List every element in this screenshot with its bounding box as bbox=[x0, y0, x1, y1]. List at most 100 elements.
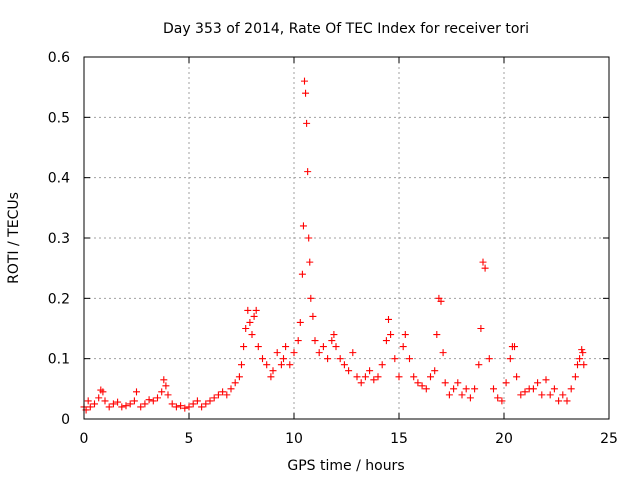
x-tick-label: 20 bbox=[495, 431, 513, 447]
data-point bbox=[450, 385, 458, 393]
x-tick-label: 25 bbox=[600, 431, 618, 447]
y-tick-label: 0.2 bbox=[48, 291, 70, 307]
data-point bbox=[328, 337, 336, 345]
data-point bbox=[296, 318, 304, 326]
data-point bbox=[479, 258, 487, 266]
x-tick-label: 5 bbox=[185, 431, 194, 447]
data-point bbox=[267, 373, 275, 381]
data-point bbox=[550, 385, 558, 393]
data-point bbox=[378, 361, 386, 369]
data-point bbox=[340, 361, 348, 369]
data-point bbox=[172, 403, 180, 411]
data-point bbox=[235, 373, 243, 381]
data-point bbox=[193, 397, 201, 405]
data-point bbox=[387, 331, 395, 339]
data-point bbox=[576, 355, 584, 363]
data-point bbox=[506, 355, 514, 363]
data-point bbox=[164, 391, 172, 399]
data-point bbox=[254, 343, 262, 351]
data-point bbox=[303, 119, 311, 127]
data-point bbox=[494, 394, 502, 402]
data-point bbox=[242, 325, 250, 332]
data-point bbox=[122, 402, 130, 410]
data-point bbox=[248, 331, 256, 339]
data-points bbox=[80, 77, 588, 414]
data-point bbox=[84, 397, 92, 405]
data-point bbox=[345, 367, 353, 375]
y-tick-label: 0.4 bbox=[48, 171, 70, 187]
data-point bbox=[580, 361, 588, 369]
data-point bbox=[427, 373, 434, 381]
data-point bbox=[273, 349, 281, 357]
data-point bbox=[259, 355, 266, 363]
data-point bbox=[513, 373, 521, 381]
data-point bbox=[307, 294, 315, 302]
y-tick-labels: 0 0.1 0.2 0.3 0.4 0.5 0.6 bbox=[48, 50, 70, 428]
data-point bbox=[563, 397, 571, 405]
y-axis-label: ROTI / TECUs bbox=[6, 192, 22, 284]
data-point bbox=[219, 388, 227, 396]
data-point bbox=[502, 379, 510, 387]
data-point bbox=[223, 391, 231, 399]
data-point bbox=[298, 270, 306, 278]
data-point bbox=[145, 396, 153, 404]
y-tick-label: 0.3 bbox=[48, 231, 70, 247]
data-point bbox=[382, 337, 390, 345]
data-point bbox=[441, 379, 449, 387]
data-point bbox=[158, 388, 166, 396]
data-point bbox=[206, 397, 214, 405]
x-tick-label: 10 bbox=[285, 431, 303, 447]
data-point bbox=[309, 312, 317, 320]
data-point bbox=[437, 297, 445, 305]
data-point bbox=[250, 312, 258, 320]
grid-lines bbox=[84, 57, 609, 419]
data-point bbox=[244, 306, 252, 314]
data-point bbox=[91, 400, 98, 408]
data-point bbox=[349, 349, 357, 357]
data-point bbox=[86, 403, 94, 411]
data-point bbox=[542, 376, 550, 384]
data-point bbox=[370, 376, 378, 384]
data-point bbox=[471, 385, 479, 393]
data-point bbox=[101, 397, 109, 405]
data-point bbox=[238, 361, 245, 369]
data-point bbox=[305, 234, 313, 242]
data-point bbox=[538, 391, 546, 399]
data-point bbox=[280, 355, 287, 363]
data-point bbox=[490, 385, 497, 393]
data-point bbox=[198, 403, 206, 411]
data-point bbox=[301, 77, 308, 85]
y-tick-label: 0.5 bbox=[48, 110, 70, 126]
data-point bbox=[294, 337, 302, 345]
data-point bbox=[395, 373, 403, 381]
data-point bbox=[418, 382, 426, 390]
data-point bbox=[485, 355, 493, 363]
data-point bbox=[168, 400, 176, 408]
data-point bbox=[231, 379, 239, 387]
data-point bbox=[431, 367, 439, 375]
data-point bbox=[481, 264, 489, 272]
data-point bbox=[511, 343, 518, 351]
data-point bbox=[189, 400, 197, 408]
data-point bbox=[181, 404, 189, 412]
data-point bbox=[263, 361, 271, 369]
data-point bbox=[162, 382, 170, 390]
data-point bbox=[529, 385, 537, 393]
data-point bbox=[330, 331, 338, 339]
data-point bbox=[454, 379, 462, 387]
data-point bbox=[177, 402, 185, 410]
data-point bbox=[109, 400, 117, 408]
data-point bbox=[433, 331, 441, 339]
data-point bbox=[422, 385, 430, 393]
data-point bbox=[439, 349, 447, 357]
data-point bbox=[154, 394, 161, 402]
data-point bbox=[406, 355, 413, 363]
data-point bbox=[137, 403, 145, 411]
data-point bbox=[311, 337, 319, 345]
data-point bbox=[141, 400, 149, 408]
data-point bbox=[571, 373, 579, 381]
x-tick-label: 15 bbox=[390, 431, 408, 447]
data-point bbox=[304, 168, 312, 176]
data-point bbox=[559, 391, 567, 399]
